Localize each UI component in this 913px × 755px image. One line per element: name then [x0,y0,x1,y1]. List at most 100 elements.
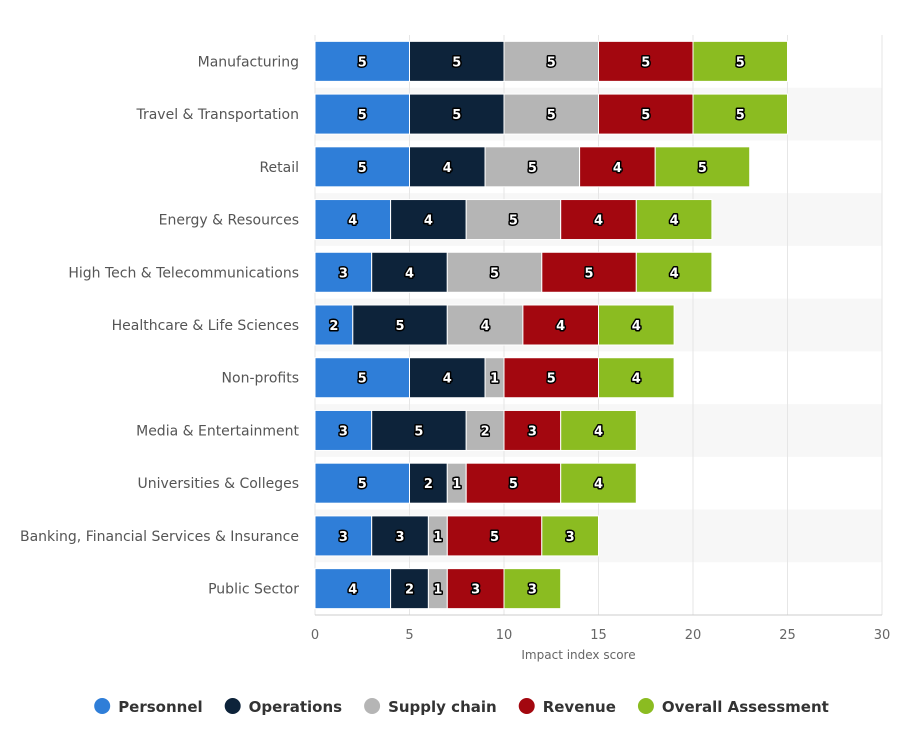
data-label: 4 [613,161,622,176]
data-label: 4 [670,266,679,281]
bar-segment[interactable] [409,40,505,82]
data-label: 4 [443,161,452,176]
legend-item[interactable]: Supply chain [364,698,497,716]
legend-label: Supply chain [388,698,497,716]
bar-segment[interactable] [541,251,637,293]
bar-segment[interactable] [314,93,410,135]
bar-segment[interactable] [692,93,788,135]
bar-segment[interactable] [654,146,751,188]
data-label: 5 [528,161,537,176]
legend-item[interactable]: Operations [224,698,342,716]
x-axis: Impact index score 0 5 10 15 20 25 30 [311,628,890,662]
bar-segment[interactable] [446,515,543,557]
data-label: 3 [396,530,405,545]
data-label: 5 [452,55,461,70]
data-label: 4 [443,372,452,387]
data-label: 5 [490,530,499,545]
bar-segment[interactable] [484,146,581,188]
data-label: 4 [556,319,565,334]
data-label: 1 [433,530,442,545]
legend[interactable]: Personnel Operations Supply chain Revenue Ov… [94,698,829,716]
bar-segment[interactable] [465,199,562,241]
bar-segment[interactable] [446,568,505,610]
category-label: Manufacturing [198,54,299,70]
bar-segment[interactable] [503,93,599,135]
legend-marker [364,698,381,714]
legend-marker [637,698,654,714]
bar-segment[interactable] [635,199,713,241]
legend-item[interactable]: Overall Assessment [637,698,829,716]
category-label: Healthcare & Life Sciences [112,318,299,334]
bar-segment[interactable] [598,357,675,399]
data-label: 4 [405,266,414,281]
data-label: 5 [547,108,556,123]
bar-segment[interactable] [314,40,410,82]
legend-item[interactable]: Revenue [518,698,616,716]
data-label: 5 [698,161,707,176]
data-label: 5 [547,372,556,387]
category-label: Retail [259,160,299,176]
data-label: 5 [736,108,745,123]
legend-label: Personnel [118,698,202,716]
category-labels: Manufacturing Travel & Transportation Reta… [20,54,300,597]
data-label: 5 [358,372,367,387]
bar-segment[interactable] [314,462,410,504]
bar-segments [314,40,788,610]
data-label: 1 [490,372,499,387]
bar-segment[interactable] [692,40,788,82]
bar-segment[interactable] [503,568,562,610]
category-label: Public Sector [208,582,299,598]
bar-segment[interactable] [503,40,599,82]
bar-segment[interactable] [409,357,486,399]
bar-segment[interactable] [579,146,656,188]
category-label: Travel & Transportation [135,107,299,123]
bar-segment[interactable] [371,251,448,293]
bar-segment[interactable] [390,199,467,241]
data-label: 5 [547,55,556,70]
legend-marker [518,698,535,714]
bar-segment[interactable] [446,251,543,293]
bar-segment[interactable] [598,304,675,346]
bar-segment[interactable] [314,199,392,241]
legend-item[interactable]: Personnel [94,698,203,716]
bar-segment[interactable] [560,409,637,451]
x-tick-label: 20 [685,628,702,643]
data-label: 5 [585,266,594,281]
bar-segment[interactable] [314,146,410,188]
data-label: 3 [339,530,348,545]
bar-segment[interactable] [314,409,373,451]
data-label: 5 [414,424,423,439]
bar-segment[interactable] [541,515,599,557]
bar-segment[interactable] [371,409,467,451]
bar-segment[interactable] [352,304,448,346]
x-tick-label: 10 [496,628,513,643]
data-label: 4 [632,319,641,334]
legend-label: Revenue [543,698,616,716]
bar-segment[interactable] [314,304,354,346]
bar-segment[interactable] [409,146,486,188]
bar-segment[interactable] [465,462,562,504]
bar-segment[interactable] [598,93,694,135]
category-label: Energy & Resources [159,213,299,229]
data-label: 4 [424,214,433,229]
data-label: 5 [358,55,367,70]
bar-segment[interactable] [314,515,373,557]
data-label: 3 [528,583,537,598]
bar-segment[interactable] [390,568,429,610]
bar-segment[interactable] [560,462,637,504]
x-tick-label: 0 [311,628,319,643]
bar-segment[interactable] [314,251,373,293]
bar-segment[interactable] [409,462,448,504]
data-label: 4 [594,214,603,229]
data-label: 3 [339,266,348,281]
bar-segment[interactable] [371,515,429,557]
bar-segment[interactable] [635,251,713,293]
bar-segment[interactable] [314,568,392,610]
x-tick-label: 25 [779,628,796,643]
data-label: 4 [670,214,679,229]
bar-segment[interactable] [503,357,599,399]
data-label: 1 [433,583,442,598]
bar-segment[interactable] [409,93,505,135]
bar-segment[interactable] [598,40,694,82]
data-label: 4 [632,372,641,387]
